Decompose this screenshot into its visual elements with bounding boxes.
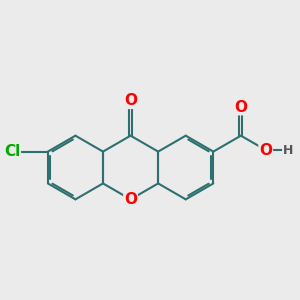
Text: O: O [234,100,248,115]
Text: O: O [124,93,137,108]
Text: O: O [124,192,137,207]
Text: Cl: Cl [4,144,20,159]
Text: O: O [259,142,272,158]
Text: H: H [283,143,293,157]
